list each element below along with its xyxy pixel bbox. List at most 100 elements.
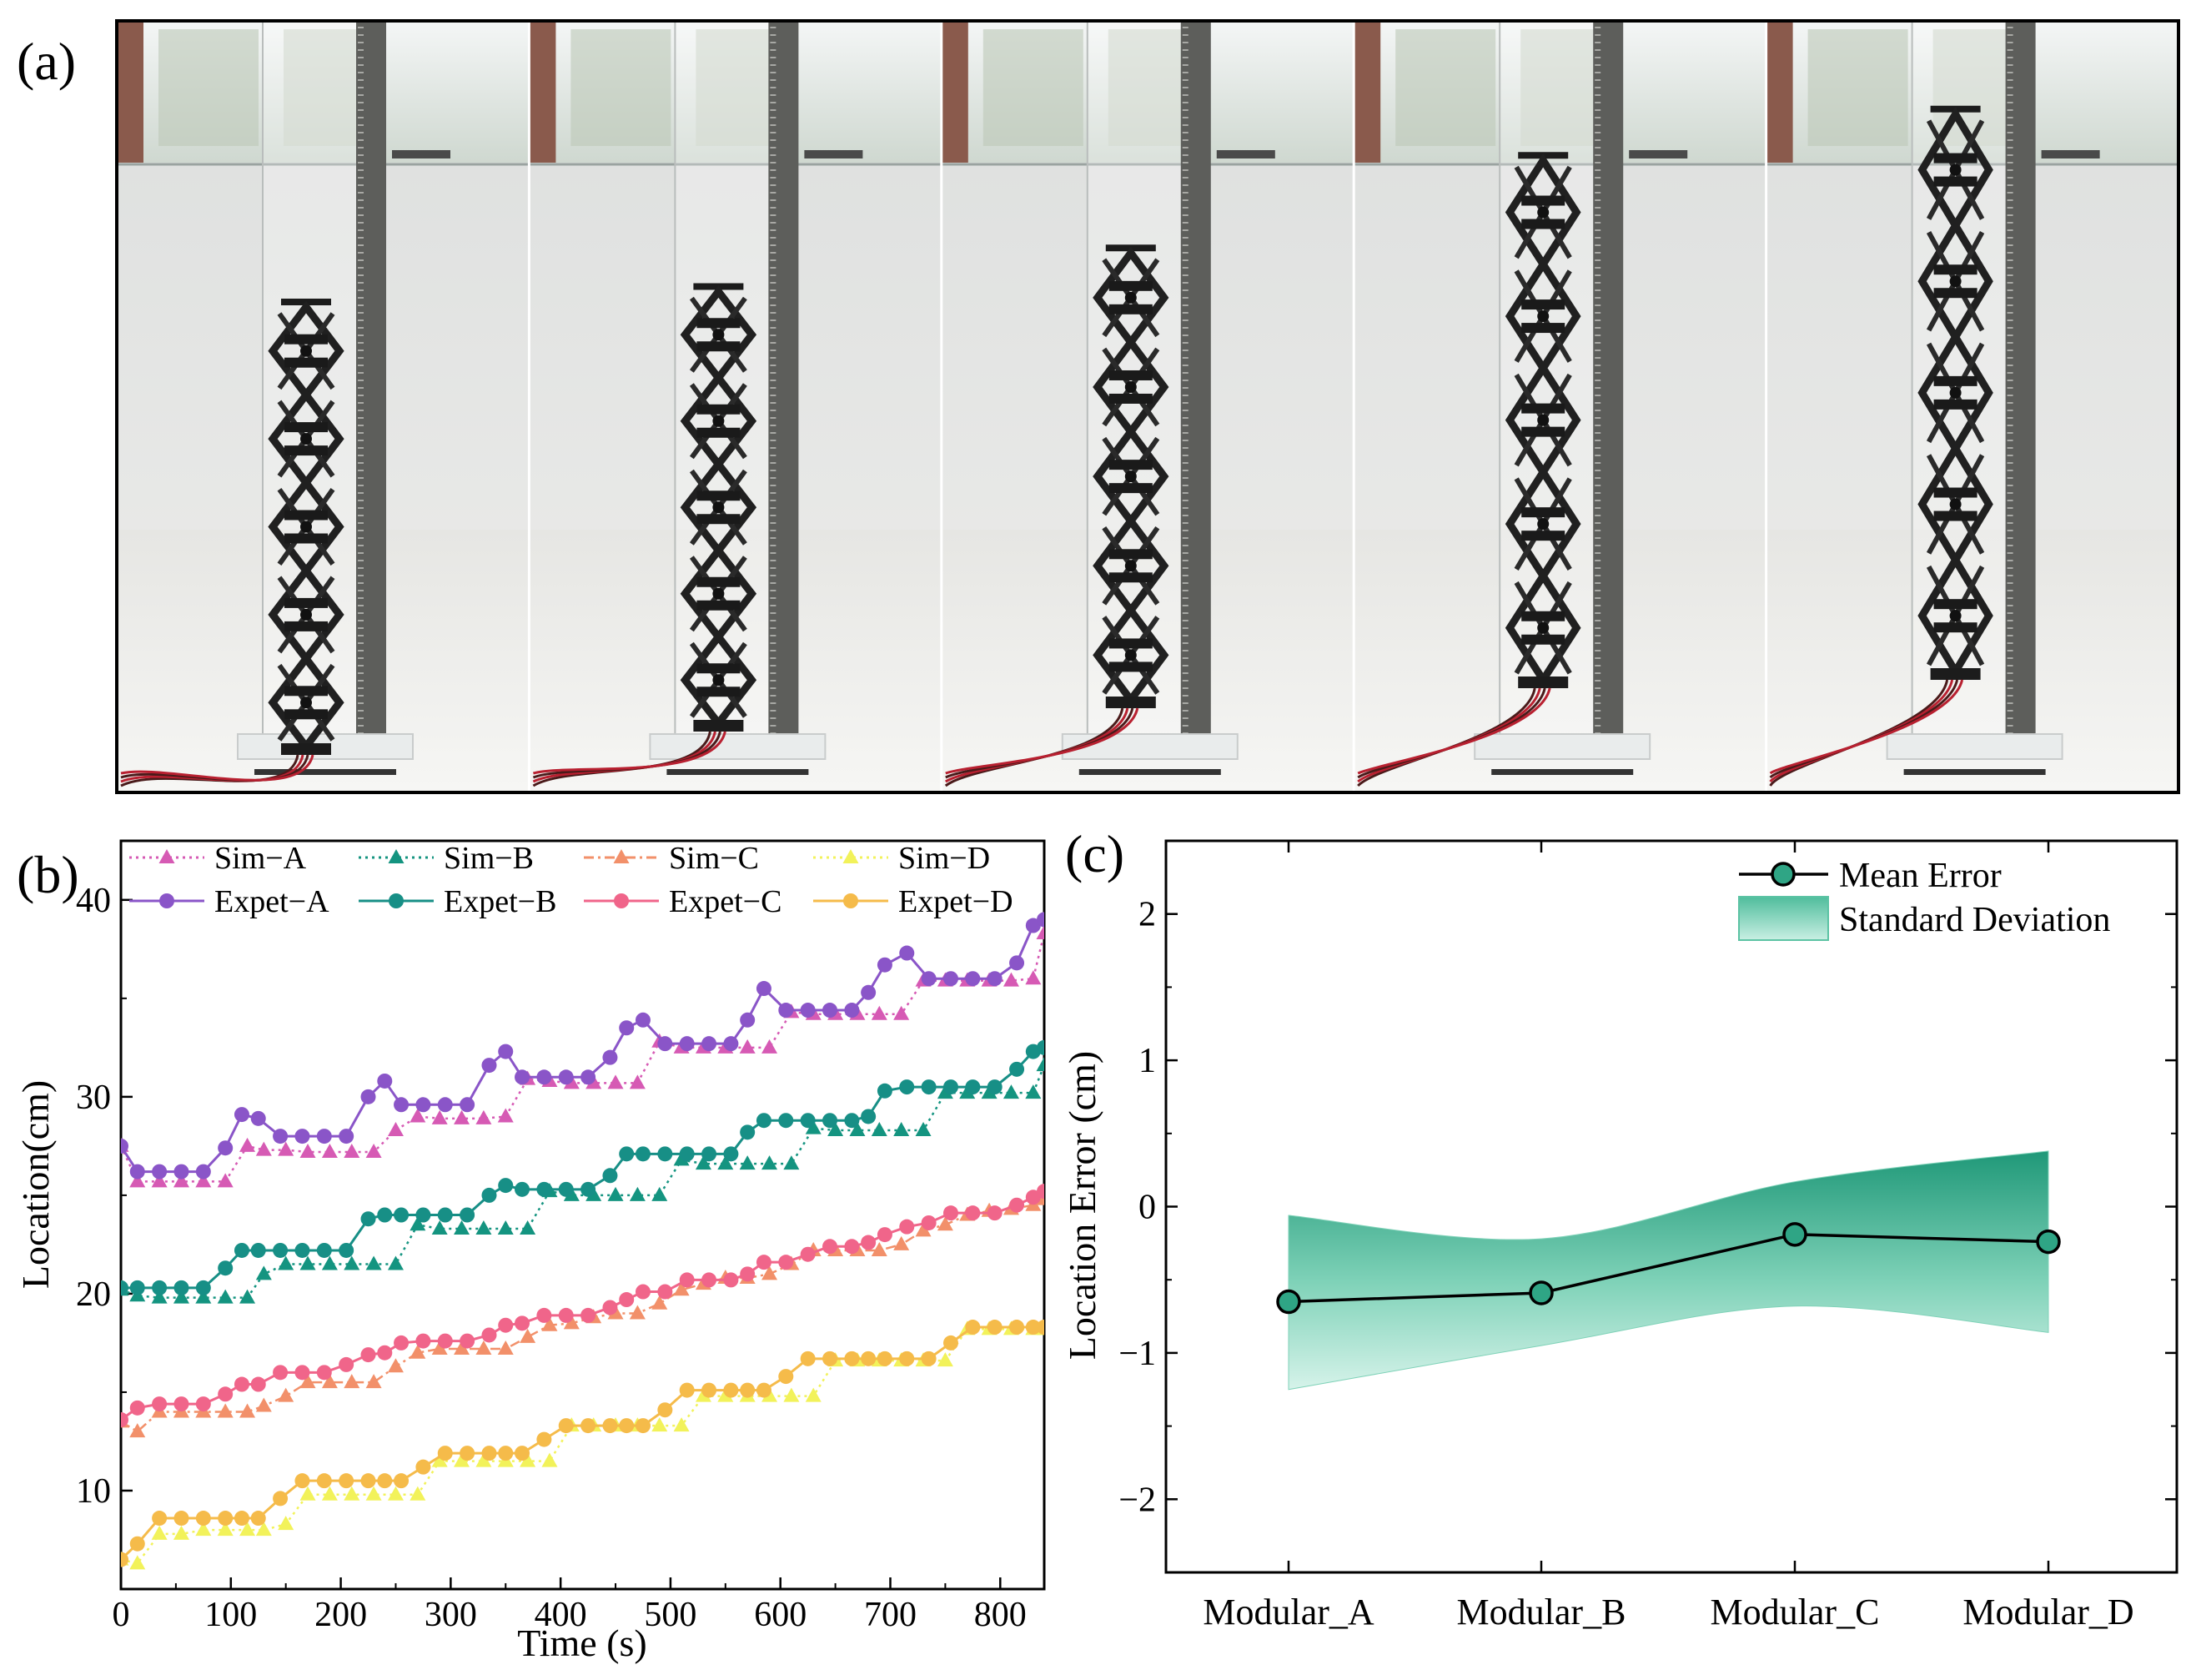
y-tick-label: 30 [76,1079,111,1117]
x-tick-label: 800 [974,1596,1027,1634]
data-point [893,1235,910,1250]
ruler [356,21,386,742]
data-point [761,1265,778,1280]
data-point [1009,955,1025,971]
data-point [701,1036,717,1052]
data-point [515,1069,530,1085]
data-point [365,1143,382,1158]
data-point [321,1255,338,1270]
data-point [497,1220,514,1235]
data-point [218,1511,234,1527]
panel-c-chart: −2 −1 0 1 2 Modular_A Modular_B Modular_C Modula… [1061,839,2178,1632]
data-point [861,1109,877,1124]
data-point [498,1178,514,1194]
data-point [942,1205,958,1221]
data-point [294,1365,310,1381]
curtain [941,21,968,163]
data-point [701,1272,717,1288]
data-point [217,1403,234,1418]
data-point [415,1097,431,1113]
mean-error-point [1782,1222,1807,1247]
legend-marker [842,849,859,863]
data-point [475,1452,492,1467]
data-point [965,1079,981,1095]
data-point [1036,1057,1044,1072]
photo-frame-1 [117,20,530,792]
data-point [679,1146,695,1162]
data-point [344,1255,360,1270]
data-point [218,1140,234,1156]
panel-b-ylabel: Location(cm) [14,1080,57,1289]
data-point [294,1242,310,1258]
data-point [558,1181,574,1197]
data-point [410,1344,426,1359]
data-point [475,1220,492,1235]
legend-item-mean-error: Mean Error [1739,857,2002,895]
data-point [299,1486,316,1501]
data-point [278,1387,294,1402]
x-tick-label: Modular_D [1962,1592,2133,1632]
y-tick-label: −2 [1118,1481,1156,1519]
data-point [635,1418,651,1434]
data-point [635,1284,651,1300]
legend-label: Expet−D [898,884,1013,919]
data-point [635,1146,651,1162]
legend-marker [843,893,858,908]
data-point [657,1284,673,1300]
legend-label: Sim−C [669,841,759,876]
data-point [217,1173,234,1188]
data-point [195,1511,211,1527]
data-point [173,1525,189,1540]
series-Expet−C [121,1184,1044,1427]
data-point [339,1242,354,1258]
data-point [344,1374,360,1389]
data-point [849,1121,866,1136]
data-point [987,1320,1003,1335]
ruler [1180,21,1211,742]
legend-label: Expet−A [214,884,329,919]
data-point [520,1452,536,1467]
data-point [942,971,958,987]
curtain [1354,21,1381,163]
legend-marker [389,893,404,908]
data-point [635,1012,651,1028]
data-point [299,1143,316,1158]
data-point [602,1300,618,1315]
data-point [602,1049,618,1065]
data-point [431,1109,448,1124]
data-point [316,1242,332,1258]
data-point [987,1079,1003,1095]
data-point [218,1386,234,1402]
data-point [255,1265,272,1280]
data-point [431,1340,448,1356]
data-point [877,1351,892,1366]
data-point [344,1486,360,1501]
x-tick-label: 200 [314,1596,367,1634]
data-point [294,1129,310,1144]
data-point [761,1155,778,1170]
curtain [529,21,556,163]
data-point [723,1146,739,1162]
data-point [657,1146,673,1162]
ruler [768,21,799,742]
data-point [481,1327,497,1343]
data-point [195,1164,211,1180]
data-point [740,1012,756,1028]
data-point [377,1073,393,1089]
data-point [871,1121,887,1136]
data-point [410,1486,426,1501]
data-point [558,1307,574,1323]
data-point [415,1333,431,1349]
data-point [739,1039,756,1054]
legend-marker [159,893,174,908]
data-point [877,957,892,973]
data-point [965,1205,981,1221]
x-tick-label: 500 [644,1596,696,1634]
data-point [921,1079,937,1095]
data-point [129,1164,145,1180]
series-Expet−A [121,912,1044,1180]
scale-bar [1078,769,1221,775]
data-point [173,1396,189,1412]
data-point [739,1155,756,1170]
legend-label: Sim−A [214,841,307,876]
